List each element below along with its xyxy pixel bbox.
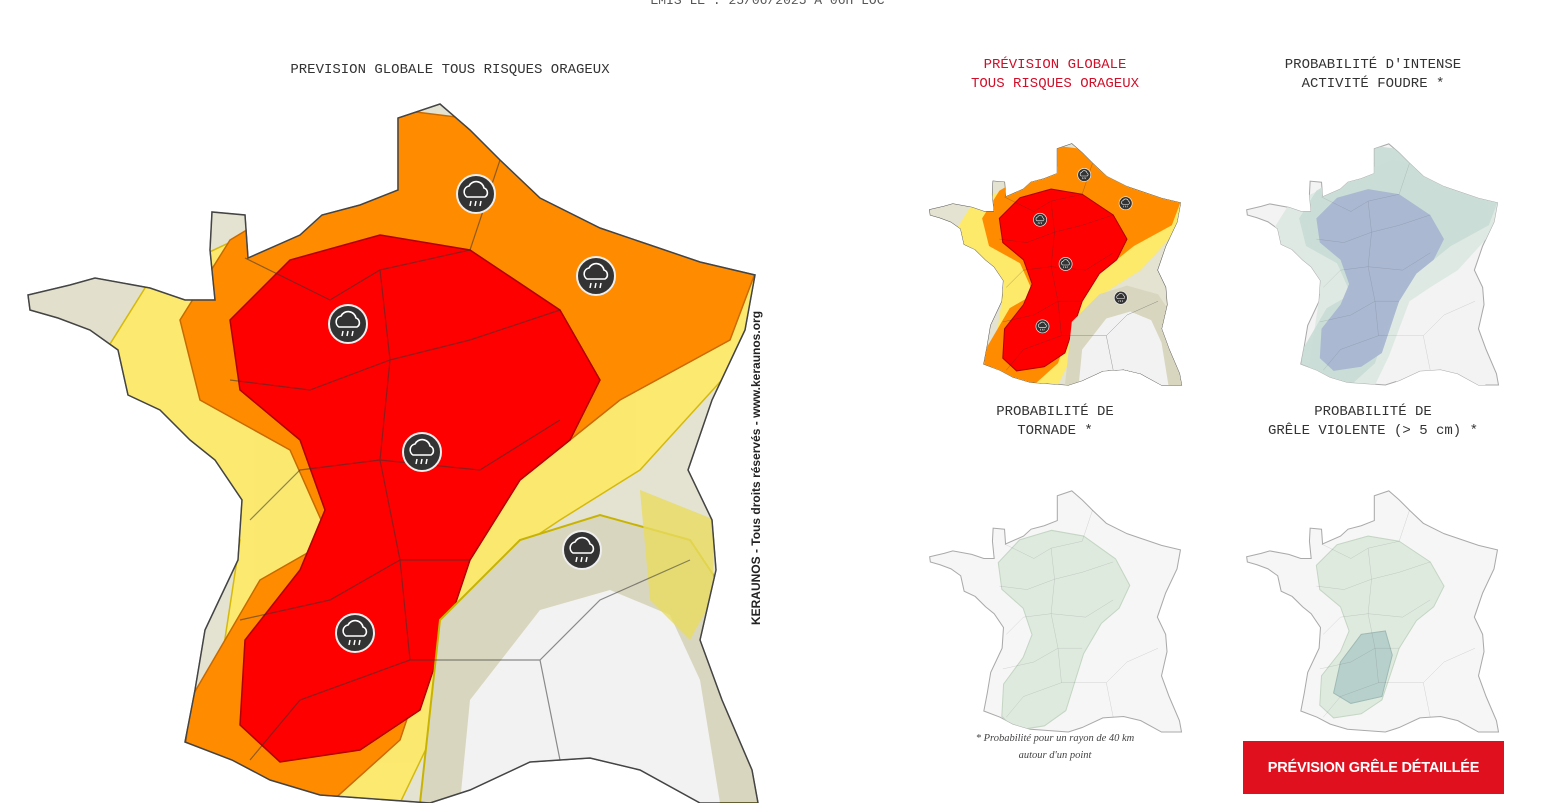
title-line: PROBABILITÉ D'INTENSE xyxy=(1284,57,1462,73)
thumbnail-map[interactable] xyxy=(929,490,1183,733)
panel-title[interactable]: PROBABILITÉ DE GRÊLE VIOLENTE (> 5 cm) * xyxy=(1223,403,1523,441)
title-line: TORNADE * xyxy=(1017,423,1093,439)
panel-title[interactable]: PROBABILITÉ D'INTENSE ACTIVITÉ FOUDRE * xyxy=(1223,56,1523,94)
main-map: KERAUNOS - Tous droits réservés - www.ke… xyxy=(27,103,763,803)
title-line: ACTIVITÉ FOUDRE * xyxy=(1301,76,1445,92)
title-line: PROBABILITÉ DE xyxy=(996,404,1114,420)
footnote-line: autour d'un point xyxy=(1018,750,1092,761)
footnote: * Probabilité pour un rayon de 40 km auto… xyxy=(905,730,1205,764)
title-line: PROBABILITÉ DE xyxy=(1314,404,1432,420)
title-line: TOUS RISQUES ORAGEUX xyxy=(970,76,1140,92)
panel-title[interactable]: PRÉVISION GLOBALE TOUS RISQUES ORAGEUX xyxy=(905,56,1205,94)
thumbnail-map[interactable] xyxy=(1246,143,1500,386)
watermark: KERAUNOS - Tous droits réservés - www.ke… xyxy=(749,311,763,625)
title-line: PRÉVISION GLOBALE xyxy=(983,57,1127,73)
main-map-title: PREVISION GLOBALE TOUS RISQUES ORAGEUX xyxy=(290,62,610,78)
thumbnail-map[interactable] xyxy=(1246,490,1500,733)
footnote-line: * Probabilité pour un rayon de 40 km xyxy=(975,733,1135,744)
title-line: GRÊLE VIOLENTE (> 5 cm) * xyxy=(1267,423,1479,439)
thumbnail-map[interactable] xyxy=(920,139,1196,387)
panel-title[interactable]: PROBABILITÉ DE TORNADE * xyxy=(905,403,1205,441)
hail-forecast-button[interactable]: PRÉVISION GRÊLE DÉTAILLÉE xyxy=(1243,741,1504,794)
issue-date: EMIS LE : 25/06/2025 À 06H LOC xyxy=(650,0,885,8)
